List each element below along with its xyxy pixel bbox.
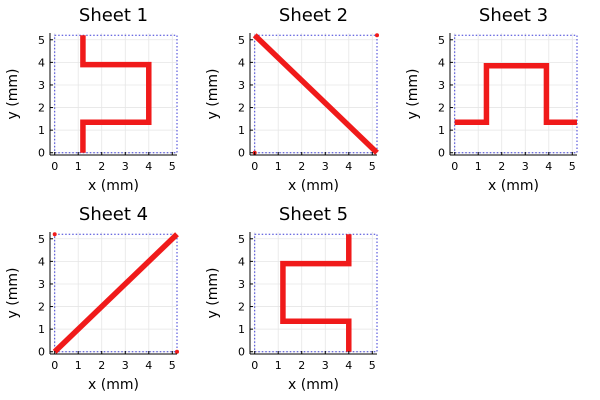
- x-axis-label: x (mm): [488, 178, 539, 194]
- chart-title: Sheet 3: [479, 5, 548, 26]
- y-tick-label: 5: [38, 233, 45, 246]
- x-tick-label: 0: [51, 160, 58, 173]
- sheet-boundary: [54, 34, 178, 154]
- y-axis-label: y (mm): [205, 268, 221, 319]
- chart-sheet-3: 0 1 2 3 4 5 0 1 2 3 4 5 Sheet 3 x (mm) y (mm): [405, 5, 578, 194]
- y-tick-label: 3: [438, 79, 445, 92]
- x-tick-label: 2: [498, 160, 505, 173]
- y-tick-label: 3: [238, 79, 245, 92]
- x-tick-label: 5: [369, 160, 376, 173]
- data-point: [375, 33, 379, 38]
- y-tick-label: 5: [238, 34, 245, 47]
- x-tick-label: 3: [522, 160, 529, 173]
- x-tick-label: 2: [98, 160, 105, 173]
- y-tick-label: 0: [438, 147, 445, 160]
- sheet-boundary: [454, 34, 578, 154]
- chart-title: Sheet 5: [279, 204, 348, 225]
- series-line: [52, 232, 179, 354]
- y-tick-label: 2: [38, 301, 45, 314]
- x-tick-label: 2: [298, 160, 305, 173]
- y-tick-label: 1: [438, 124, 445, 137]
- y-axis-label: y (mm): [5, 69, 21, 120]
- x-tick-label: 3: [322, 359, 329, 372]
- x-tick-label: 3: [122, 359, 129, 372]
- x-tick-label: 0: [51, 359, 58, 372]
- x-tick-label: 5: [169, 160, 176, 173]
- x-axis-label: x (mm): [88, 178, 139, 194]
- x-tick-label: 1: [75, 160, 82, 173]
- sheet-boundary: [254, 233, 378, 353]
- y-tick-label: 1: [38, 323, 45, 336]
- x-tick-label: 4: [145, 160, 152, 173]
- x-tick-label: 5: [169, 359, 176, 372]
- series-line: [454, 63, 577, 125]
- sheet-boundary: [254, 34, 378, 154]
- y-tick-label: 5: [238, 233, 245, 246]
- x-tick-label: 3: [122, 160, 129, 173]
- x-tick-label: 1: [275, 359, 282, 372]
- y-tick-label: 2: [238, 301, 245, 314]
- x-axis-label: x (mm): [88, 377, 139, 393]
- y-tick-label: 3: [238, 278, 245, 291]
- chart-sheet-2: 0 1 2 3 4 5 0 1 2 3 4 5 Sheet 2 x (mm) y (mm): [205, 5, 379, 194]
- chart-title: Sheet 2: [279, 5, 348, 26]
- y-tick-label: 4: [238, 56, 245, 69]
- x-tick-label: 5: [569, 160, 576, 173]
- y-tick-label: 4: [438, 56, 445, 69]
- y-tick-label: 2: [438, 102, 445, 115]
- chart-title: Sheet 4: [79, 204, 148, 225]
- series-line: [280, 234, 352, 352]
- series-line: [80, 35, 152, 153]
- x-tick-label: 0: [451, 160, 458, 173]
- y-tick-label: 5: [38, 34, 45, 47]
- data-point: [52, 232, 57, 237]
- y-tick-label: 0: [238, 346, 245, 359]
- x-tick-label: 0: [251, 160, 258, 173]
- x-tick-label: 1: [75, 359, 82, 372]
- chart-sheet-1: 0 1 2 3 4 5 0 1 2 3 4 5 Sheet 1 x (mm) y (mm): [5, 5, 178, 194]
- series-line: [252, 33, 379, 155]
- y-tick-label: 0: [38, 346, 45, 359]
- y-tick-label: 2: [38, 102, 45, 115]
- data-point: [175, 349, 179, 354]
- y-tick-label: 5: [438, 34, 445, 47]
- x-tick-label: 2: [298, 359, 305, 372]
- x-tick-label: 4: [145, 359, 152, 372]
- y-tick-label: 4: [238, 255, 245, 268]
- y-tick-label: 0: [238, 147, 245, 160]
- x-tick-label: 5: [369, 359, 376, 372]
- y-tick-label: 1: [238, 124, 245, 137]
- x-tick-label: 2: [98, 359, 105, 372]
- x-tick-label: 1: [475, 160, 482, 173]
- x-tick-label: 4: [345, 359, 352, 372]
- x-axis-label: x (mm): [288, 178, 339, 194]
- chart-title: Sheet 1: [79, 5, 148, 26]
- x-tick-label: 4: [545, 160, 552, 173]
- x-axis-label: x (mm): [288, 377, 339, 393]
- sheet-boundary: [54, 233, 178, 353]
- y-tick-label: 0: [38, 147, 45, 160]
- x-tick-label: 3: [322, 160, 329, 173]
- y-tick-label: 1: [38, 124, 45, 137]
- x-tick-label: 4: [345, 160, 352, 173]
- y-tick-label: 3: [38, 79, 45, 92]
- y-axis-label: y (mm): [405, 69, 421, 120]
- y-axis-label: y (mm): [205, 69, 221, 120]
- chart-sheet-4: 0 1 2 3 4 5 0 1 2 3 4 5 Sheet 4 x (mm) y (mm): [5, 204, 179, 393]
- chart-sheet-5: 0 1 2 3 4 5 0 1 2 3 4 5 Sheet 5 x (mm) y (mm): [205, 204, 378, 393]
- y-tick-label: 4: [38, 56, 45, 69]
- y-tick-label: 4: [38, 255, 45, 268]
- y-tick-label: 2: [238, 102, 245, 115]
- x-tick-label: 0: [251, 359, 258, 372]
- y-axis-label: y (mm): [5, 268, 21, 319]
- y-tick-label: 3: [38, 278, 45, 291]
- x-tick-label: 1: [275, 160, 282, 173]
- y-tick-label: 1: [238, 323, 245, 336]
